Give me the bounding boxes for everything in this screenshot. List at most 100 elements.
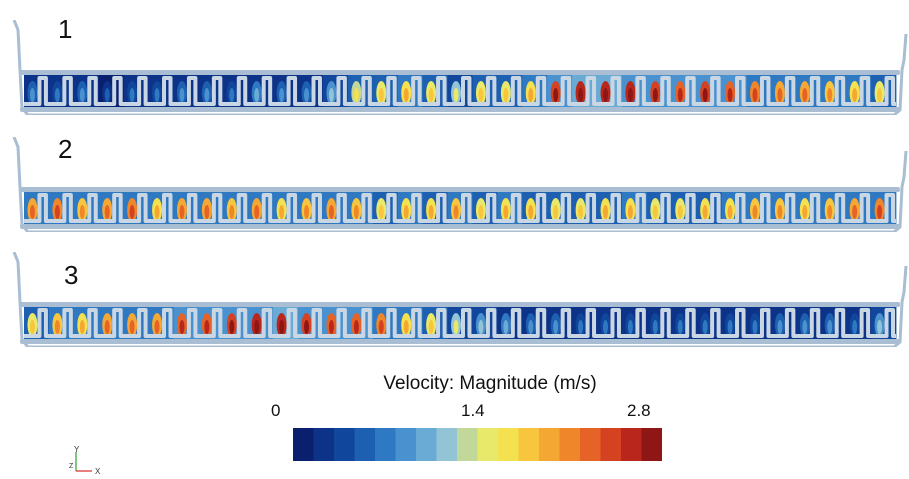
velocity-core bbox=[204, 205, 210, 219]
velocity-core bbox=[54, 320, 60, 334]
velocity-core bbox=[54, 88, 60, 102]
colorbar-swatch bbox=[559, 428, 581, 461]
velocity-core bbox=[777, 320, 783, 334]
colorbar-swatch bbox=[436, 428, 458, 461]
velocity-core bbox=[29, 88, 35, 102]
velocity-core bbox=[304, 320, 310, 334]
velocity-core bbox=[852, 320, 858, 334]
velocity-core bbox=[652, 88, 658, 102]
velocity-core bbox=[752, 88, 758, 102]
velocity-core bbox=[304, 205, 310, 219]
corrugated-baffle bbox=[24, 308, 896, 338]
velocity-core bbox=[328, 88, 334, 102]
velocity-core bbox=[802, 88, 808, 102]
channel-bottom-wall bbox=[20, 339, 900, 344]
velocity-core bbox=[503, 205, 509, 219]
colorbar bbox=[293, 428, 662, 461]
velocity-core bbox=[777, 88, 783, 102]
velocity-core bbox=[727, 320, 733, 334]
channel-outer-wall bbox=[12, 252, 908, 347]
velocity-core bbox=[603, 88, 608, 102]
channel-panel-1 bbox=[12, 20, 908, 115]
velocity-core bbox=[328, 205, 334, 219]
panel-label-3: 3 bbox=[64, 260, 79, 290]
axis-z-label: Z bbox=[69, 463, 74, 470]
velocity-core bbox=[827, 205, 833, 219]
velocity-core bbox=[353, 88, 359, 102]
velocity-core bbox=[328, 320, 334, 334]
panel-label-1: 1 bbox=[58, 14, 73, 44]
velocity-core bbox=[403, 320, 409, 334]
velocity-core bbox=[553, 320, 559, 334]
velocity-core bbox=[129, 205, 135, 219]
velocity-core bbox=[254, 320, 260, 334]
velocity-core bbox=[802, 320, 808, 334]
velocity-core bbox=[29, 320, 35, 334]
colorbar-swatch bbox=[334, 428, 355, 461]
velocity-core bbox=[129, 320, 135, 334]
velocity-core bbox=[154, 320, 160, 334]
velocity-core bbox=[727, 205, 733, 219]
velocity-core bbox=[428, 205, 434, 219]
velocity-core bbox=[353, 320, 359, 334]
colorbar-swatch bbox=[518, 428, 540, 461]
velocity-core bbox=[428, 320, 434, 334]
colorbar-swatch bbox=[354, 428, 376, 461]
velocity-core bbox=[279, 320, 285, 334]
velocity-core bbox=[603, 205, 608, 219]
colorbar-swatch bbox=[457, 428, 478, 461]
channel-top-wall bbox=[20, 187, 900, 192]
velocity-core bbox=[279, 88, 285, 102]
velocity-core bbox=[179, 205, 185, 219]
channel-outer-wall bbox=[12, 137, 908, 232]
velocity-core bbox=[503, 320, 509, 334]
velocity-core bbox=[603, 320, 608, 334]
velocity-core bbox=[279, 205, 285, 219]
colorbar-swatch bbox=[477, 428, 499, 461]
channel-top-wall bbox=[20, 70, 900, 75]
colorbar-swatch bbox=[416, 428, 437, 461]
velocity-core bbox=[478, 88, 484, 102]
colorbar-max-label: 2.8 bbox=[627, 401, 651, 420]
velocity-core bbox=[378, 88, 384, 102]
velocity-core bbox=[702, 205, 708, 219]
colorbar-swatch bbox=[600, 428, 622, 461]
velocity-core bbox=[677, 320, 683, 334]
colorbar-swatch bbox=[539, 428, 560, 461]
velocity-core bbox=[827, 88, 833, 102]
velocity-core bbox=[254, 205, 260, 219]
velocity-core bbox=[229, 88, 235, 102]
velocity-core bbox=[254, 88, 260, 102]
colorbar-swatch bbox=[313, 428, 335, 461]
colorbar-swatch bbox=[375, 428, 396, 461]
colorbar-title: Velocity: Magnitude (m/s) bbox=[383, 373, 597, 394]
colorbar-mid-label: 1.4 bbox=[461, 401, 485, 420]
velocity-core bbox=[528, 88, 534, 102]
channel-outer-wall bbox=[12, 20, 908, 115]
velocity-core bbox=[403, 88, 409, 102]
velocity-core bbox=[453, 205, 459, 219]
channel-panel-2 bbox=[12, 137, 908, 232]
colorbar-swatch bbox=[293, 428, 314, 461]
channel-panel-3 bbox=[12, 252, 908, 347]
velocity-core bbox=[104, 205, 110, 219]
velocity-core bbox=[453, 88, 459, 102]
velocity-core bbox=[528, 205, 534, 219]
velocity-core bbox=[677, 88, 683, 102]
channel-top-wall bbox=[20, 302, 900, 307]
velocity-core bbox=[104, 88, 110, 102]
colorbar-swatch bbox=[641, 428, 662, 461]
velocity-core bbox=[179, 88, 185, 102]
channel-bottom-wall bbox=[20, 107, 900, 112]
colorbar-min-label: 0 bbox=[271, 401, 281, 420]
velocity-core bbox=[578, 320, 584, 334]
colorbar-swatch bbox=[395, 428, 417, 461]
axis-y-label: Y bbox=[74, 446, 80, 454]
velocity-core bbox=[154, 205, 160, 219]
velocity-core bbox=[453, 320, 459, 334]
velocity-core bbox=[827, 320, 833, 334]
velocity-core bbox=[627, 205, 633, 219]
velocity-core bbox=[353, 205, 359, 219]
corrugated-baffle bbox=[24, 76, 896, 106]
velocity-core bbox=[478, 320, 484, 334]
